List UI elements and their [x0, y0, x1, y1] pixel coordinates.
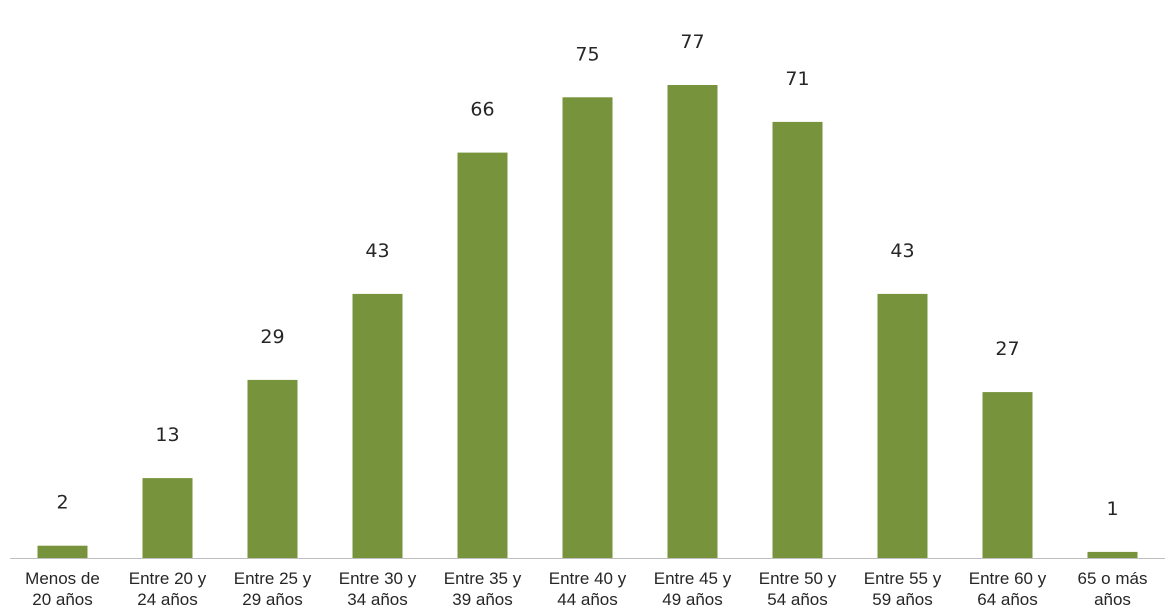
x-tick-label-8: Entre 55 y 59 años [864, 569, 942, 609]
x-tick-label-0-line-1: 20 años [32, 590, 93, 609]
x-tick-label-7-line-1: 54 años [767, 590, 828, 609]
x-tick-label-4-line-0: Entre 35 y [444, 569, 522, 588]
bar-4 [457, 152, 508, 558]
x-tick-label-5: Entre 40 y 44 años [549, 569, 627, 609]
x-tick-label-4: Entre 35 y 39 años [444, 569, 522, 609]
x-tick-label-6-line-0: Entre 45 y [654, 569, 732, 588]
x-tick-label-2: Entre 25 y 29 años [234, 569, 312, 609]
x-tick-label-5-line-1: 44 años [557, 590, 618, 609]
x-tick-label-7: Entre 50 y 54 años [759, 569, 837, 609]
x-tick-label-1-line-0: Entre 20 y [129, 569, 207, 588]
data-label-5: 75 [575, 43, 599, 65]
data-label-10: 1 [1106, 498, 1118, 520]
data-label-4: 66 [470, 99, 494, 121]
x-tick-label-3-line-0: Entre 30 y [339, 569, 417, 588]
x-tick-label-3: Entre 30 y 34 años [339, 569, 417, 609]
x-tick-label-8-line-0: Entre 55 y [864, 569, 942, 588]
data-label-3: 43 [365, 240, 389, 262]
bar-6 [667, 85, 718, 558]
bar-7 [772, 121, 823, 559]
data-label-0: 2 [56, 492, 68, 514]
data-labels-group: 2 13 29 43 66 75 77 71 43 27 1 [56, 31, 1118, 520]
x-tick-labels-group: Menos de 20 años Entre 20 y 24 años Entre 25… [25, 569, 1147, 609]
x-tick-label-3-line-1: 34 años [347, 590, 408, 609]
bar-9 [982, 392, 1033, 558]
x-tick-label-5-line-0: Entre 40 y [549, 569, 627, 588]
bars-group [37, 85, 1138, 559]
data-label-1: 13 [155, 424, 179, 446]
x-tick-label-10-line-1: años [1094, 590, 1131, 609]
bar-0 [37, 545, 88, 558]
bar-3 [352, 293, 403, 558]
x-tick-label-1: Entre 20 y 24 años [129, 569, 207, 609]
x-tick-label-7-line-0: Entre 50 y [759, 569, 837, 588]
x-tick-label-10: 65 o más años [1078, 569, 1148, 609]
x-tick-label-1-line-1: 24 años [137, 590, 198, 609]
bar-1 [142, 478, 193, 558]
x-tick-label-10-line-0: 65 o más [1078, 569, 1148, 588]
x-tick-label-9: Entre 60 y 64 años [969, 569, 1047, 609]
x-tick-label-6-line-1: 49 años [662, 590, 723, 609]
x-tick-label-0-line-0: Menos de [25, 569, 100, 588]
data-label-6: 77 [680, 31, 704, 53]
data-label-7: 71 [785, 68, 809, 90]
x-tick-label-2-line-0: Entre 25 y [234, 569, 312, 588]
x-tick-label-0: Menos de 20 años [25, 569, 100, 609]
x-tick-label-2-line-1: 29 años [242, 590, 303, 609]
bar-10 [1087, 551, 1138, 558]
data-label-8: 43 [890, 240, 914, 262]
x-tick-label-9-line-1: 64 años [977, 590, 1038, 609]
data-label-2: 29 [260, 326, 284, 348]
x-tick-label-8-line-1: 59 años [872, 590, 933, 609]
bar-2 [247, 379, 298, 558]
bar-8 [877, 293, 928, 558]
x-tick-label-9-line-0: Entre 60 y [969, 569, 1047, 588]
x-tick-label-6: Entre 45 y 49 años [654, 569, 732, 609]
x-tick-label-4-line-1: 39 años [452, 590, 513, 609]
data-label-9: 27 [995, 338, 1019, 360]
bar-5 [562, 97, 613, 559]
